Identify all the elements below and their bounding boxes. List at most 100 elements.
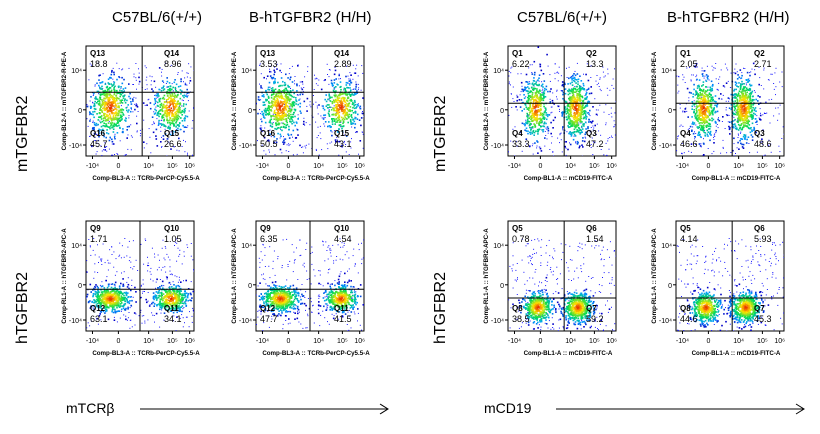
x-tick-label: 10⁶ [774, 338, 785, 345]
row-label-bottom-right: hTGFBR2 [432, 271, 449, 344]
x-tick-label: 10⁵ [589, 163, 600, 170]
quadrant-name: Q13 [260, 49, 276, 58]
event-dots [256, 63, 364, 156]
x-tick-label: 10⁶ [606, 338, 617, 345]
y-tick-label: 0 [78, 283, 82, 290]
x-tick-label: 10⁵ [757, 163, 768, 170]
y-axis-label: Comp-RL1-A :: hTGFBR2-APC-A [651, 228, 658, 324]
arrow-right-icon [140, 403, 389, 415]
quadrant-name: Q9 [90, 224, 101, 233]
row-label-top-left: mTGFBR2 [14, 95, 31, 172]
y-tick-label: 0 [500, 283, 504, 290]
y-tick-label: 10⁴ [493, 68, 504, 75]
quadrant-name: Q2 [754, 49, 765, 58]
quadrant-value: 1.71 [90, 234, 108, 244]
quadrant-name: Q14 [164, 49, 180, 58]
x-axis-label: Comp-BL1-A :: mCD19-FITC-A [692, 175, 781, 182]
x-tick-label: 10⁵ [589, 338, 600, 345]
x-tick-label: 10⁶ [184, 338, 195, 345]
quadrant-value: 0.78 [512, 234, 530, 244]
quadrant-name: Q10 [164, 224, 180, 233]
x-axis-label: Comp-BL3-A :: TCRb-PerCP-Cy5.5-A [92, 350, 200, 357]
x-tick-label: -10⁴ [508, 338, 521, 345]
quadrant-value: 46.6 [680, 139, 698, 149]
y-axis-label: Comp-RL1-A :: hTGFBR2-APC-A [231, 228, 238, 324]
quadrant-value: 47.2 [586, 139, 604, 149]
quadrant-name: Q8 [512, 304, 523, 313]
x-tick-label: 10⁴ [313, 163, 324, 170]
quadrant-name: Q12 [90, 304, 106, 313]
quadrant-value: 41.5 [334, 314, 352, 324]
x-tick-label: 10⁵ [337, 338, 348, 345]
arrow-right-icon [556, 403, 805, 415]
y-tick-label: 0 [668, 108, 672, 115]
bottom-label-right: mCD19 [484, 400, 532, 416]
quadrant-value: 2.89 [334, 59, 352, 69]
quadrant-value: 63.1 [90, 314, 108, 324]
quadrant-value: 6.22 [512, 59, 530, 69]
y-axis-label: Comp-BL2-A :: mTGFBR2-R-PE-A [61, 51, 68, 150]
x-tick-label: 10⁴ [143, 163, 154, 170]
x-tick-label: 10⁵ [337, 163, 348, 170]
bottom-label-left: mTCRβ [66, 400, 115, 416]
quadrant-value: 45.7 [90, 139, 108, 149]
x-tick-label: 10⁴ [733, 163, 744, 170]
x-tick-label: 10⁴ [143, 338, 154, 345]
quadrant-name: Q10 [334, 224, 350, 233]
y-tick-label: -10⁴ [491, 318, 504, 325]
quadrant-value: 4.14 [680, 234, 698, 244]
x-tick-label: 10⁶ [606, 163, 617, 170]
x-tick-label: 10⁶ [354, 163, 365, 170]
quadrant-name: Q7 [754, 304, 765, 313]
x-tick-label: 10⁴ [313, 338, 324, 345]
quadrant-name: Q9 [260, 224, 271, 233]
y-tick-label: 10⁴ [493, 243, 504, 250]
quadrant-name: Q4 [512, 129, 523, 138]
quadrant-value: 2.71 [754, 59, 772, 69]
x-tick-label: 10⁶ [774, 163, 785, 170]
row-label-top-right: mTGFBR2 [432, 95, 449, 172]
y-tick-label: -10⁴ [239, 143, 252, 150]
quadrant-value: 4.54 [334, 234, 352, 244]
x-tick-label: -10⁴ [86, 338, 99, 345]
quadrant-value: 44.6 [680, 314, 698, 324]
quadrant-name: Q15 [164, 129, 180, 138]
quadrant-name: Q16 [260, 129, 276, 138]
quadrant-value: 26.6 [164, 139, 182, 149]
quadrant-name: Q11 [334, 304, 349, 313]
quadrant-value: 43.1 [334, 139, 352, 149]
quadrant-value: 8.96 [164, 59, 182, 69]
quadrant-name: Q3 [586, 129, 597, 138]
quadrant-name: Q3 [754, 129, 765, 138]
y-tick-label: 10⁴ [241, 68, 252, 75]
quadrant-name: Q16 [90, 129, 106, 138]
quadrant-value: 5.93 [754, 234, 772, 244]
x-tick-label: 10⁴ [565, 163, 576, 170]
y-tick-label: -10⁴ [659, 318, 672, 325]
quadrant-value: 48.6 [754, 139, 772, 149]
x-tick-label: 10⁵ [757, 338, 768, 345]
quadrant-value: 59.2 [586, 314, 604, 324]
y-tick-label: 10⁴ [661, 68, 672, 75]
y-axis-label: Comp-BL2-A :: mTGFBR2-R-PE-A [483, 51, 490, 150]
quadrant-value: 47.7 [260, 314, 278, 324]
quadrant-name: Q8 [680, 304, 691, 313]
y-tick-label: 0 [248, 108, 252, 115]
quadrant-value: 1.54 [586, 234, 604, 244]
x-axis-label: Comp-BL3-A :: TCRb-PerCP-Cy5.5-A [262, 350, 370, 357]
row-label-bottom-left: hTGFBR2 [14, 271, 31, 344]
quadrant-value: 34.1 [164, 314, 182, 324]
y-tick-label: -10⁴ [659, 143, 672, 150]
y-tick-label: 0 [248, 283, 252, 290]
quadrant-name: Q15 [334, 129, 350, 138]
x-tick-label: 10⁶ [354, 338, 365, 345]
quadrant-value: 2.05 [680, 59, 698, 69]
x-axis-label: Comp-BL3-A :: TCRb-PerCP-Cy5.5-A [92, 175, 200, 182]
quadrant-name: Q2 [586, 49, 597, 58]
y-tick-label: 10⁴ [71, 68, 82, 75]
x-tick-label: 0 [286, 338, 290, 345]
